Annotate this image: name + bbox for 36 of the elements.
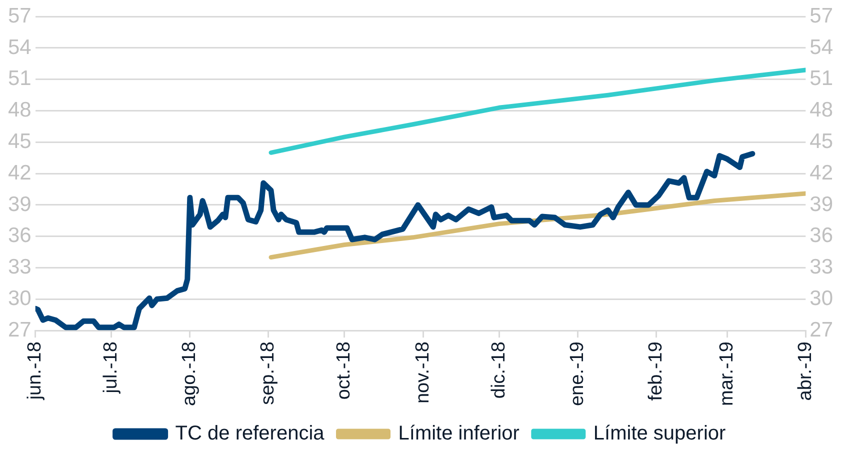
x-tick-label: oct.-18 <box>334 342 355 400</box>
x-tick-label: abr.-19 <box>794 342 816 401</box>
y-tick-label: 51 <box>8 67 32 90</box>
x-tick-label: feb.-19 <box>645 342 666 401</box>
x-tick-label: dic.-18 <box>488 342 510 399</box>
y2-tick-label: 48 <box>810 98 833 122</box>
y2-tick-label: 45 <box>810 130 833 153</box>
legend-label: Límite inferior <box>398 422 520 445</box>
y-tick-label: 27 <box>8 318 32 342</box>
y-tick-label: 33 <box>8 256 32 279</box>
y2-tick-label: 57 <box>810 4 833 28</box>
y2-tick-label: 51 <box>810 67 833 90</box>
y-tick-label: 48 <box>8 98 32 122</box>
y-tick-label: 42 <box>8 161 32 184</box>
y-tick-label: 36 <box>8 224 32 248</box>
y-tick-label: 54 <box>8 36 32 59</box>
legend-label: TC de referencia <box>175 422 326 445</box>
y-tick-label: 30 <box>8 286 32 310</box>
x-tick-label: ene.-19 <box>566 342 588 406</box>
y-tick-label: 57 <box>8 4 32 28</box>
x-tick-label: mar.-19 <box>716 342 738 406</box>
y2-tick-label: 30 <box>810 286 833 310</box>
x-tick-label: jun.-18 <box>24 342 46 401</box>
y2-tick-label: 33 <box>810 256 833 279</box>
x-tick-label: nov.-18 <box>412 342 434 404</box>
x-tick-label: jul.-18 <box>100 342 122 394</box>
y2-tick-label: 36 <box>810 224 833 248</box>
y-tick-label: 39 <box>8 192 32 216</box>
y2-tick-label: 39 <box>810 192 833 216</box>
y-tick-label: 45 <box>8 130 32 153</box>
y2-tick-label: 27 <box>810 318 833 342</box>
y2-tick-label: 42 <box>810 161 833 184</box>
x-tick-label: ago.-18 <box>179 342 200 406</box>
x-tick-label: sep.-18 <box>258 342 279 405</box>
legend-label: Límite superior <box>593 422 726 445</box>
y2-tick-label: 54 <box>810 36 834 59</box>
